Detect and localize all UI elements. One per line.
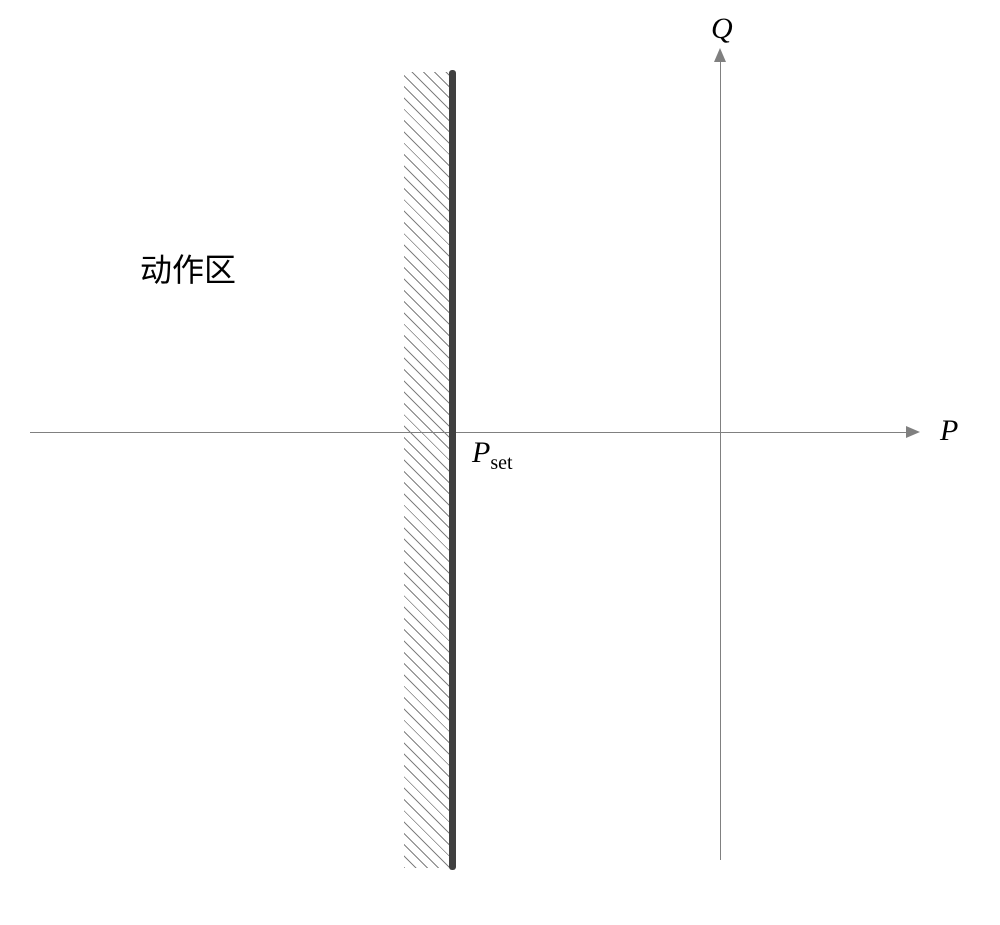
p-axis [30, 432, 908, 433]
p-axis-label: P [940, 414, 958, 448]
q-axis-label: Q [711, 12, 733, 46]
action-zone-label: 动作区 [140, 245, 236, 291]
p-axis-arrow [906, 426, 920, 438]
q-axis [720, 60, 721, 860]
q-axis-arrow [714, 48, 726, 62]
pset-label-sub: set [490, 452, 512, 474]
pset-label: Pset [472, 436, 513, 475]
pset-label-main: P [472, 436, 490, 469]
pset-boundary-line [449, 70, 456, 870]
hatched-region [404, 72, 452, 868]
coordinate-diagram: P Q Pset 动作区 [0, 0, 1000, 925]
